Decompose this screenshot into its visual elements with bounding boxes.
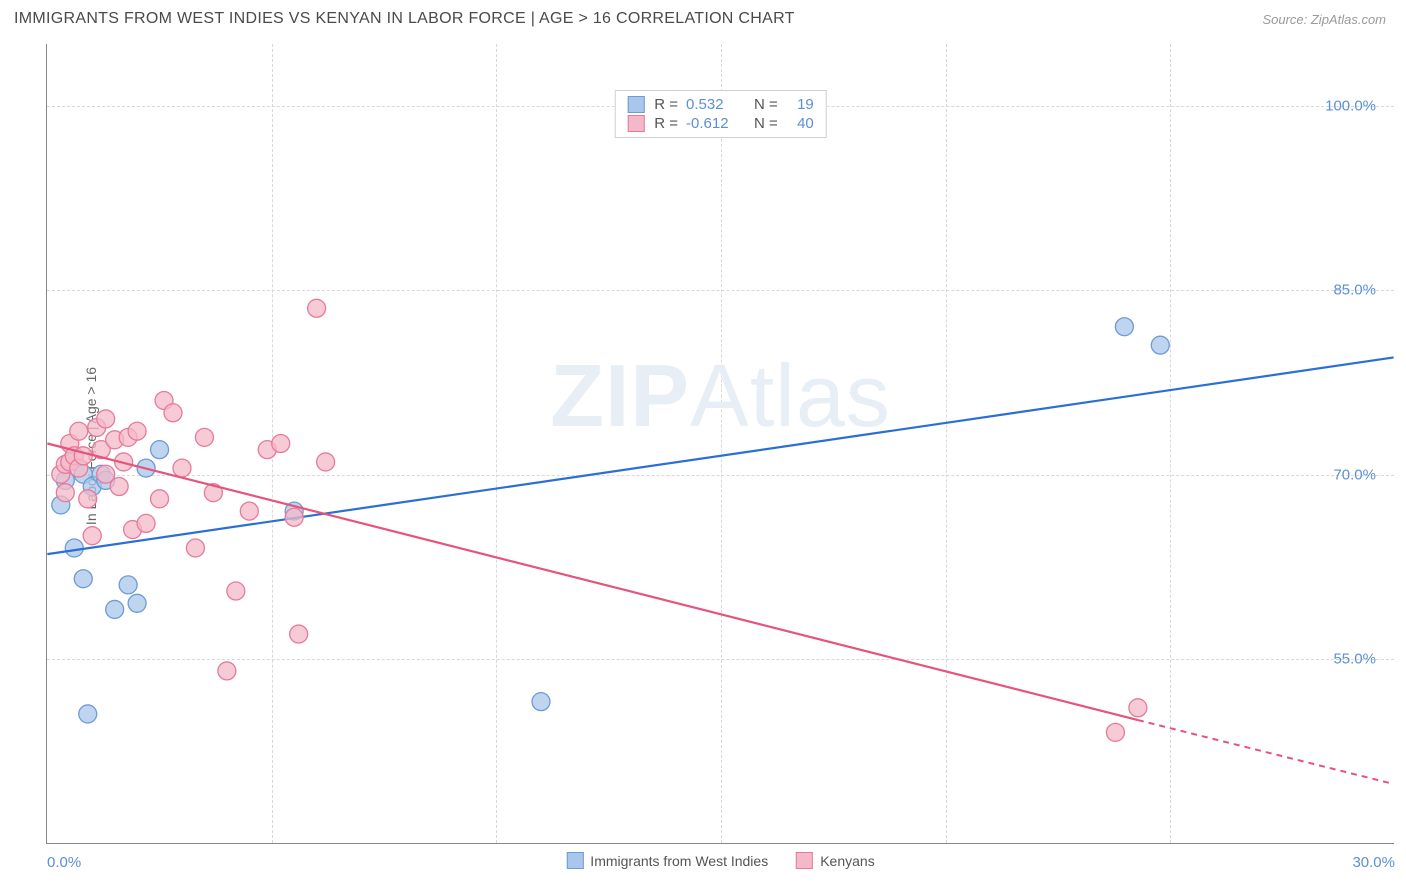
data-point-kenyans — [65, 447, 83, 465]
data-point-kenyans — [119, 428, 137, 446]
data-point-west_indies — [285, 502, 303, 520]
stat-n-value: 40 — [786, 115, 814, 132]
legend-swatch — [627, 115, 644, 132]
chart-source: Source: ZipAtlas.com — [1262, 12, 1386, 27]
chart-container: ZIPAtlas R =0.532N =19R =-0.612N =40 55.… — [46, 44, 1394, 844]
stat-r-value: -0.612 — [686, 115, 738, 132]
stat-r-label: R = — [654, 96, 678, 113]
data-point-kenyans — [56, 455, 74, 473]
data-point-kenyans — [124, 521, 142, 539]
data-point-west_indies — [79, 705, 97, 723]
data-point-west_indies — [151, 441, 169, 459]
data-point-west_indies — [74, 570, 92, 588]
data-point-kenyans — [227, 582, 245, 600]
x-tick-label: 0.0% — [47, 854, 81, 871]
gridline-horizontal — [47, 290, 1394, 291]
data-point-kenyans — [272, 435, 290, 453]
legend-swatch — [796, 852, 813, 869]
y-tick-label: 85.0% — [1333, 282, 1376, 299]
legend-swatch — [566, 852, 583, 869]
stat-r-value: 0.532 — [686, 96, 738, 113]
gridline-vertical — [1170, 44, 1171, 843]
legend-item-west_indies: Immigrants from West Indies — [566, 852, 768, 869]
y-tick-label: 70.0% — [1333, 466, 1376, 483]
data-point-west_indies — [65, 539, 83, 557]
data-point-west_indies — [106, 600, 124, 618]
data-point-kenyans — [240, 502, 258, 520]
data-point-kenyans — [61, 435, 79, 453]
data-point-kenyans — [258, 441, 276, 459]
data-point-west_indies — [119, 576, 137, 594]
data-point-kenyans — [79, 490, 97, 508]
gridline-horizontal — [47, 659, 1394, 660]
data-point-kenyans — [218, 662, 236, 680]
data-point-kenyans — [155, 391, 173, 409]
plot-area: ZIPAtlas R =0.532N =19R =-0.612N =40 55.… — [46, 44, 1394, 844]
data-point-kenyans — [83, 527, 101, 545]
data-point-kenyans — [308, 299, 326, 317]
data-point-kenyans — [151, 490, 169, 508]
gridline-horizontal — [47, 475, 1394, 476]
trend-line-kenyans — [47, 444, 1138, 721]
data-point-west_indies — [1115, 318, 1133, 336]
data-point-kenyans — [128, 422, 146, 440]
data-point-kenyans — [92, 441, 110, 459]
data-point-kenyans — [317, 453, 335, 471]
data-point-kenyans — [70, 422, 88, 440]
y-tick-label: 100.0% — [1325, 97, 1376, 114]
y-tick-label: 55.0% — [1333, 651, 1376, 668]
data-point-kenyans — [97, 410, 115, 428]
stats-legend-box: R = 0.532 N = 19 R = -0.612 N = 40 — [614, 90, 827, 138]
data-point-kenyans — [115, 453, 133, 471]
data-point-west_indies — [128, 594, 146, 612]
data-point-kenyans — [285, 508, 303, 526]
data-point-kenyans — [204, 484, 222, 502]
data-point-kenyans — [1129, 699, 1147, 717]
legend-swatch — [627, 96, 644, 113]
stats-row-west_indies: R = 0.532 N = 19 — [627, 95, 814, 114]
data-point-kenyans — [164, 404, 182, 422]
data-point-kenyans — [137, 514, 155, 532]
data-point-west_indies — [532, 693, 550, 711]
legend-label: Immigrants from West Indies — [590, 853, 768, 869]
gridline-vertical — [496, 44, 497, 843]
stat-n-value: 19 — [786, 96, 814, 113]
data-point-kenyans — [290, 625, 308, 643]
chart-title: IMMIGRANTS FROM WEST INDIES VS KENYAN IN… — [14, 10, 795, 28]
stat-n-label: N = — [754, 96, 778, 113]
x-tick-label: 30.0% — [1352, 854, 1395, 871]
data-point-kenyans — [56, 484, 74, 502]
data-point-kenyans — [61, 453, 79, 471]
watermark-bold: ZIP — [550, 346, 690, 445]
stats-row-kenyans: R = -0.612 N = 40 — [627, 114, 814, 133]
trend-line-dash-kenyans — [1138, 720, 1394, 784]
data-point-west_indies — [83, 478, 101, 496]
data-point-west_indies — [1151, 336, 1169, 354]
data-point-kenyans — [110, 478, 128, 496]
data-point-kenyans — [106, 431, 124, 449]
data-point-kenyans — [186, 539, 204, 557]
gridline-vertical — [721, 44, 722, 843]
legend-item-kenyans: Kenyans — [796, 852, 874, 869]
stat-n-label: N = — [754, 115, 778, 132]
data-point-kenyans — [88, 419, 106, 437]
legend-label: Kenyans — [820, 853, 874, 869]
data-point-kenyans — [74, 447, 92, 465]
gridline-vertical — [272, 44, 273, 843]
bottom-legend: Immigrants from West Indies Kenyans — [566, 852, 874, 869]
data-point-kenyans — [195, 428, 213, 446]
data-point-kenyans — [1106, 723, 1124, 741]
gridline-vertical — [946, 44, 947, 843]
data-point-west_indies — [52, 496, 70, 514]
stat-r-label: R = — [654, 115, 678, 132]
